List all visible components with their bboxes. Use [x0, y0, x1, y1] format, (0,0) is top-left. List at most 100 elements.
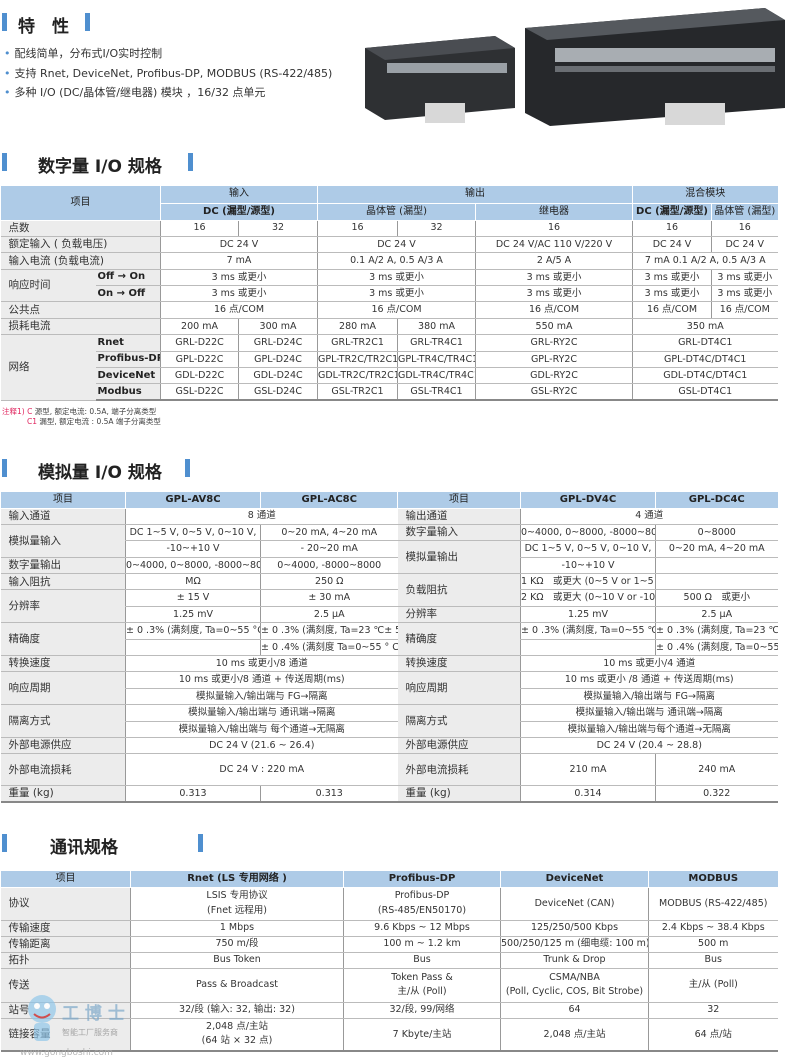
row-sublabel: DeviceNet — [95, 367, 161, 385]
table-cell: 0~20 mA, 4~20 mA — [260, 524, 398, 542]
table-row: 模拟量输入/输出端与 FG→隔离 — [1, 688, 398, 706]
table-cell: 32 — [238, 220, 318, 237]
table-cell: MODBUS (RS-422/485) — [648, 887, 778, 921]
row-label: 隔离方式 — [397, 704, 521, 738]
table-cell: 0~20 mA, 4~20 mA — [655, 540, 778, 558]
table-cell: 16 — [317, 220, 398, 237]
table-cell: 16 点/COM — [711, 301, 778, 319]
row-label: 外部电流损耗 — [0, 753, 126, 787]
table-cell: 模拟量输入/输出端与每个通道→无隔离 — [520, 721, 778, 738]
table-cell: 模拟量输入/输出端与 通讯端→隔离 — [125, 704, 398, 722]
row-label: 点数 — [0, 220, 161, 237]
table-cell: 0~8000 — [655, 524, 778, 542]
table-cell: GPL-TR4C/TR4C1 — [397, 351, 476, 369]
table-cell: DC 24 V — [160, 236, 318, 254]
title-bar-left — [2, 13, 7, 31]
table-cell: GRL-D24C — [238, 334, 318, 352]
table-row: 响应时间 Off → On 3 ms 或更小 3 ms 或更小 3 ms 或更小 3 ms… — [0, 269, 778, 303]
table-cell: 16 — [160, 220, 239, 237]
column-header: DC (漏型/源型) — [160, 203, 318, 221]
table-row: 项目 GPL-AV8C GPL-AC8C — [0, 492, 398, 509]
table-row: 输入通道 8 通道 — [0, 508, 398, 525]
table-cell: 125/250/500 Kbps — [500, 920, 649, 937]
table-cell: 16 — [475, 220, 633, 237]
table-row: 1.25 mV 2.5 µA — [1, 606, 398, 624]
table-cell: 64 点/站 — [648, 1018, 778, 1052]
table-cell: 210 mA — [520, 753, 656, 787]
title-bar-right — [188, 153, 193, 171]
table-row: 传输速度 1 Mbps 9.6 Kbps ~ 12 Mbps 125/250/500 … — [0, 920, 778, 937]
table-row: 模拟量输入/输出端与 每个通道→无隔离 — [1, 721, 398, 738]
feature-item: • 多种 I/O (DC/晶体管/继电器) 模块 ，16/32 点单元 — [4, 86, 266, 99]
table-row: 传输距离 750 m/段 100 m ~ 1.2 km 500/250/125 m (… — [0, 936, 778, 953]
table-cell: 32/段 (输入: 32, 输出: 32) — [130, 1002, 344, 1019]
column-header: 晶体管 (漏型) — [711, 203, 778, 221]
column-header: 项目 — [397, 492, 521, 509]
table-row: 隔离方式 模拟量输入/输出端与 通讯端→隔离 — [0, 704, 398, 738]
table-cell: 240 mA — [655, 753, 778, 787]
table-cell: 64 — [500, 1002, 649, 1019]
table-row: 项目 输入 输出 混合模块 — [0, 186, 778, 221]
table-cell: DC 24 V (21.6 ~ 26.4) — [125, 737, 398, 755]
row-label: 输入电流 (负载电流) — [0, 252, 161, 270]
table-cell — [520, 639, 656, 657]
table-cell: DC 24 V (20.4 ~ 28.8) — [520, 737, 778, 755]
table-cell: GRL-DT4C1 — [632, 334, 778, 352]
table-row: 精确度 ± 0 .3% (满刻度, Ta=0~55 ℃) ± 0 .3% (满刻度,… — [397, 622, 778, 657]
row-label: 精确度 — [397, 622, 521, 657]
table-cell: 500 Ω 或更小 — [655, 589, 778, 607]
table-cell: 380 mA — [397, 318, 476, 336]
column-header: GPL-AV8C — [125, 492, 261, 509]
table-row: 模拟量输入/输出端与每个通道→无隔离 — [398, 721, 778, 738]
column-header: 输出 — [317, 186, 633, 204]
table-row: 响应周期 10 ms 或更小/8 通道 + 传送周期(ms) — [0, 671, 398, 706]
table-cell: 0~4000, -8000~8000 — [260, 557, 398, 575]
table-row: 模拟量输入 DC 1~5 V, 0~5 V, 0~10 V, 0~20 mA, 4~… — [0, 524, 398, 558]
table-cell: DC 24 V — [317, 236, 476, 254]
table-cell: 0.313 — [260, 785, 398, 803]
row-label: 外部电源供应 — [0, 737, 126, 755]
table-row: DeviceNet GDL-D22C GDL-D24C GDL-TR2C/TR2C1 G… — [1, 367, 778, 385]
table-cell: 2.5 µA — [655, 606, 778, 624]
table-cell: 2 A/5 A — [475, 252, 633, 270]
table-row: -10~+10 V- 20~20 mA — [1, 540, 398, 558]
table-cell: 3 ms 或更小 — [711, 285, 778, 303]
table-cell: GDL-DT4C/DT4C1 — [632, 367, 778, 385]
table-cell: 4 通道 — [520, 508, 778, 525]
row-label: 传输距离 — [0, 936, 131, 953]
table-cell: 1.25 mV — [520, 606, 656, 624]
feature-text: 多种 I/O (DC/晶体管/继电器) 模块 ，16/32 点单元 — [14, 86, 266, 99]
table-row: 外部电流损耗 210 mA 240 mA — [397, 753, 778, 787]
table-cell: GSL-D22C — [160, 383, 239, 402]
table-row: Profibus-DP GPL-D22C GPL-D24C GPL-TR2C/TR2C… — [1, 351, 778, 369]
table-cell: GPL-D22C — [160, 351, 239, 369]
row-label: 协议 — [0, 887, 131, 921]
row-label: 响应周期 — [0, 671, 126, 706]
table-cell: 350 mA — [632, 318, 778, 336]
table-row: 分辨率 ± 15 V ± 30 mA — [0, 589, 398, 624]
table-cell: 16 点/COM — [160, 301, 318, 319]
feature-text: 支持 Rnet, DeviceNet, Profibus-DP, MODBUS … — [14, 67, 333, 80]
table-cell: 3 ms 或更小 — [475, 285, 633, 303]
table-cell: ± 15 V — [125, 589, 261, 607]
gongboshi-watermark-logo: 工 博 士 智能工厂服务商 www.gongboshi.com — [20, 995, 125, 1058]
table-cell: 0~4000, 0~8000, -8000~8000 — [520, 524, 656, 542]
row-sublabel: Modbus — [95, 383, 161, 402]
row-label: 模拟量输入 — [0, 524, 126, 558]
table-cell: 3 ms 或更小 — [317, 269, 476, 287]
column-header: 项目 — [0, 871, 131, 888]
table-row: -10~+10 V — [398, 557, 778, 575]
table-row: 外部电流损耗 DC 24 V : 220 mA — [0, 753, 398, 787]
table-row: 负载阻抗 1 KΩ 或更大 (0~5 V or 1~5 V) — [397, 573, 778, 607]
table-row: 外部电源供应 DC 24 V (21.6 ~ 26.4) — [0, 737, 398, 755]
row-label: 模拟量输出 — [397, 540, 521, 575]
table-cell: 10 ms 或更小/4 通道 — [520, 655, 778, 673]
row-label: 转换速度 — [397, 655, 521, 673]
table-row: Modbus GSL-D22C GSL-D24C GSL-TR2C1 GSL-TR4C1… — [1, 383, 778, 402]
title-bar-right — [185, 459, 190, 477]
column-header: GPL-DC4C — [655, 492, 778, 509]
table-row: 点数 16 32 16 32 16 16 16 — [0, 220, 778, 237]
table-cell: CSMA/NBA (Poll, Cyclic, COS, Bit Strobe) — [500, 968, 649, 1003]
table-cell: 0.314 — [520, 785, 656, 803]
row-label: 负载阻抗 — [397, 573, 521, 607]
